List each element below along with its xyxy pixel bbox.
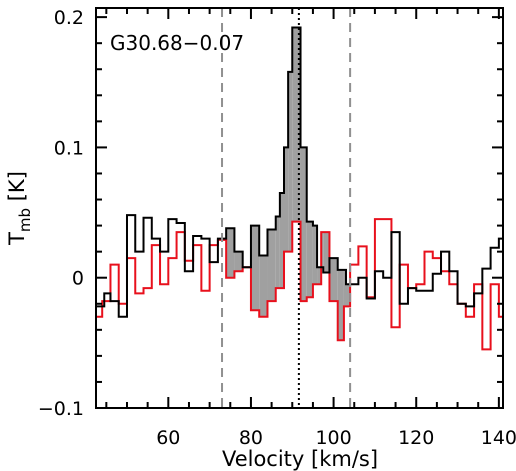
shaded-segment bbox=[345, 284, 351, 307]
y-axis-subscript: mb bbox=[16, 208, 34, 232]
x-tick-label: 100 bbox=[315, 427, 351, 449]
shaded-segment bbox=[284, 147, 289, 252]
reference-lines-layer bbox=[221, 8, 352, 408]
plot-frame bbox=[95, 7, 504, 409]
shaded-segment bbox=[329, 258, 338, 302]
y-tick-label: 0.1 bbox=[54, 137, 84, 159]
shaded-segment bbox=[312, 225, 318, 285]
shaded-segment bbox=[292, 27, 301, 222]
shaded-segment bbox=[279, 193, 285, 289]
shaded-segment bbox=[306, 221, 313, 298]
y-axis-unit: [K] bbox=[5, 171, 29, 208]
shaded-segment bbox=[275, 216, 280, 289]
shaded-area-layer bbox=[222, 27, 351, 341]
y-axis-symbol: T bbox=[5, 232, 29, 246]
spectrum-series-red bbox=[96, 218, 503, 351]
y-tick-label: 0 bbox=[72, 268, 84, 290]
spectrum-series-black bbox=[96, 26, 503, 318]
shaded-segment bbox=[321, 232, 324, 268]
shaded-segment bbox=[234, 251, 243, 272]
shaded-segment bbox=[300, 147, 307, 302]
y-tick-label: −0.1 bbox=[38, 398, 84, 420]
shaded-segment bbox=[226, 228, 235, 278]
shaded-segment bbox=[343, 269, 346, 307]
shaded-segment bbox=[259, 255, 268, 317]
y-tick-label: 0.2 bbox=[54, 7, 84, 29]
x-tick-label: 140 bbox=[481, 427, 516, 449]
ticks-layer: 60 80 100 120 140 −0.1 0 0.1 0.2 bbox=[38, 7, 516, 449]
series-layer bbox=[96, 26, 503, 351]
spectrum-annotation: G30.68−0.07 bbox=[110, 31, 244, 55]
y-axis-title: Tmb [K] bbox=[5, 171, 34, 246]
x-tick-label: 120 bbox=[398, 427, 434, 449]
shaded-segment bbox=[250, 225, 260, 311]
x-axis-title: Velocity [km/s] bbox=[222, 447, 378, 471]
shaded-segment bbox=[288, 71, 293, 252]
shaded-segment bbox=[337, 269, 344, 341]
shaded-segment bbox=[317, 267, 322, 285]
x-tick-label: 80 bbox=[239, 427, 263, 449]
x-tick-label: 60 bbox=[156, 427, 180, 449]
shaded-segment bbox=[323, 232, 330, 273]
shaded-segment bbox=[267, 229, 276, 302]
